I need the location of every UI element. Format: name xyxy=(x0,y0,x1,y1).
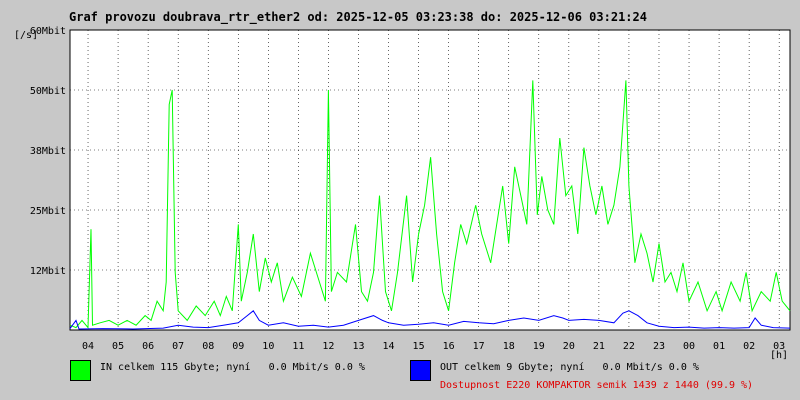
x-tick-label: 21 xyxy=(593,341,605,352)
x-tick-label: 01 xyxy=(713,341,725,352)
y-axis-labels: 12Mbit 25Mbit 38Mbit 50Mbit 60Mbit xyxy=(30,26,66,277)
grid xyxy=(70,29,790,330)
availability-text: Dostupnost E220 KOMPAKTOR semik 1439 z 1… xyxy=(440,380,754,391)
x-tick-label: 02 xyxy=(743,341,755,352)
y-axis-unit: [/s] xyxy=(14,30,39,41)
x-tick-label: 13 xyxy=(352,341,364,352)
x-tick-label: 17 xyxy=(473,341,485,352)
legend-out-text: OUT celkem 9 Gbyte; nyní 0.0 Mbit/s 0.0 … xyxy=(440,362,699,373)
x-tick-label: 12 xyxy=(322,341,334,352)
x-tick-label: 15 xyxy=(413,341,425,352)
chart-title: Graf provozu doubrava_rtr_ether2 od: 202… xyxy=(69,10,647,24)
x-tick-label: 19 xyxy=(533,341,545,352)
x-tick-label: 00 xyxy=(683,341,695,352)
x-tick-label: 18 xyxy=(503,341,515,352)
x-axis-labels: 04 05 06 07 08 09 10 11 12 13 14 15 16 17 18 19 20 21 22 23… xyxy=(82,341,785,352)
x-tick-label: 08 xyxy=(202,341,214,352)
x-tick-label: 03 xyxy=(773,341,785,352)
y-tick-label: 38Mbit xyxy=(30,146,66,157)
x-tick-label: 20 xyxy=(563,341,575,352)
y-tick-label: 50Mbit xyxy=(30,86,66,97)
x-tick-label: 09 xyxy=(232,341,244,352)
y-tick-label: 12Mbit xyxy=(30,266,66,277)
x-tick-label: 05 xyxy=(112,341,124,352)
plot-background xyxy=(69,29,791,331)
x-tick-label: 23 xyxy=(653,341,665,352)
y-tick-label: 60Mbit xyxy=(30,26,66,37)
x-tick-label: 22 xyxy=(623,341,635,352)
legend-in-swatch xyxy=(70,360,91,381)
series-in-line xyxy=(69,80,791,329)
x-tick-label: 14 xyxy=(383,341,395,352)
x-tick-label: 06 xyxy=(142,341,154,352)
x-axis-unit: [h] xyxy=(770,350,789,361)
x-tick-label: 10 xyxy=(262,341,274,352)
legend-in-text: IN celkem 115 Gbyte; nyní 0.0 Mbit/s 0.0… xyxy=(100,362,365,373)
y-tick-label: 25Mbit xyxy=(30,206,66,217)
x-tick-label: 07 xyxy=(172,341,184,352)
x-tick-label: 04 xyxy=(82,341,94,352)
legend-out-swatch xyxy=(410,360,431,381)
series-out-line xyxy=(69,310,791,330)
x-tick-label: 11 xyxy=(292,341,304,352)
x-tick-label: 16 xyxy=(443,341,455,352)
